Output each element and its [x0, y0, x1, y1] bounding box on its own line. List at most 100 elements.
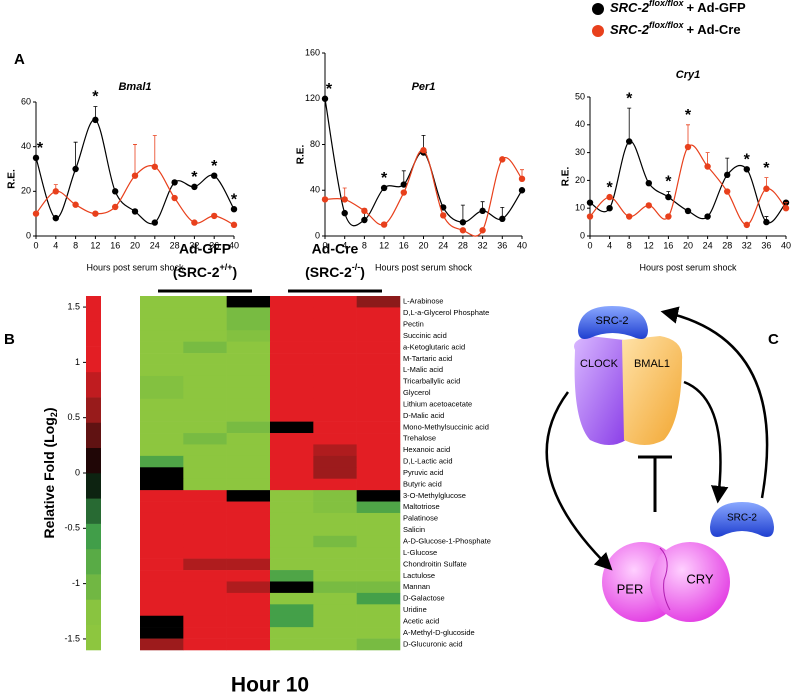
x-tick-label: 36: [497, 240, 507, 250]
label: BMAL1: [634, 358, 670, 370]
data-point: [112, 188, 119, 195]
heatmap-cell: [356, 581, 401, 594]
heatmap-cell: [313, 478, 357, 491]
heatmap-cell: [270, 421, 314, 434]
heatmap-cell: [270, 455, 314, 468]
x-tick-label: 16: [110, 240, 120, 250]
data-point: [52, 214, 59, 222]
heatmap-cell: [140, 581, 184, 594]
heatmap-cell: [356, 375, 401, 388]
x-tick-label: 24: [150, 240, 160, 250]
data-point: [151, 163, 158, 170]
row-label: L-Arabinose: [403, 297, 443, 306]
significance-star: *: [231, 191, 238, 208]
panel-label: B: [4, 331, 15, 348]
prefix: (SRC-2: [305, 264, 352, 280]
colorbar-step: [86, 473, 101, 499]
heatmap-cell: [140, 467, 184, 480]
x-tick-label: 36: [209, 240, 219, 250]
heatmap-cell: [356, 592, 401, 605]
heatmap-cell: [226, 330, 271, 342]
data-point: [743, 166, 750, 173]
group-genotype: (SRC-2+/+): [173, 262, 237, 279]
colorbar-step: [86, 523, 101, 550]
row-label: a-Ketoglutaric acid: [403, 342, 465, 351]
data-point: [52, 188, 59, 195]
heatmap-cell: [226, 547, 271, 559]
data-point: [191, 183, 198, 191]
heatmap-cell: [356, 444, 401, 457]
heatmap-cell: [140, 375, 184, 388]
data-point: [361, 207, 368, 215]
heatmap-cell: [226, 581, 271, 594]
heatmap-cell: [226, 604, 271, 617]
heatmap-cell: [270, 581, 314, 594]
data-point: [518, 175, 526, 183]
row-label: Pectin: [403, 320, 424, 329]
data-point: [724, 171, 731, 179]
label: SRC-2: [727, 513, 757, 524]
heatmap-cell: [356, 353, 401, 365]
heatmap-cell: [226, 341, 271, 354]
heatmap-cell: [313, 524, 357, 537]
y-tick-label: 40: [575, 119, 585, 129]
row-label: Lithium acetoacetate: [403, 399, 472, 408]
row-label: L-Malic acid: [403, 365, 443, 374]
data-point: [763, 185, 770, 192]
data-point: [92, 116, 99, 124]
diagram: SRC-2 CLOCK BMAL1 PER CRY SRC-2: [545, 306, 774, 622]
heatmap-cell: [183, 375, 227, 388]
heatmap-cell: [313, 296, 357, 308]
heatmap-cell: [140, 501, 184, 514]
heatmap-cell: [226, 387, 271, 400]
heatmap-cell: [226, 478, 271, 491]
data-point: [131, 172, 139, 179]
error-bar: [686, 124, 690, 148]
heatmap-cell: [183, 558, 227, 571]
significance-star: *: [326, 81, 333, 98]
heatmap-cell: [313, 307, 357, 320]
label: SRC-2: [595, 315, 628, 327]
row-label: A-D-Glucose-1-Phosphate: [403, 537, 491, 546]
data-point: [131, 208, 139, 215]
data-point: [606, 193, 613, 201]
arrow: [545, 391, 613, 571]
x-tick-label: 20: [683, 240, 693, 250]
heatmap-cell: [313, 627, 357, 639]
legend-marker: [592, 3, 604, 15]
x-tick-label: 0: [587, 240, 592, 250]
heatmap-cell: [313, 364, 357, 377]
heatmap-cell: [183, 353, 227, 365]
rest: + Ad-GFP: [687, 0, 746, 15]
heatmap-cell: [270, 501, 314, 514]
heatmap-cell: [270, 375, 314, 388]
suffix: ): [360, 264, 365, 280]
heatmap-cell: [226, 296, 271, 308]
heatmap-cell: [140, 387, 184, 400]
legend-label: SRC-2flox/flox + Ad-GFP: [610, 0, 746, 15]
row-label: D,L-a-Glycerol Phosphate: [403, 308, 489, 317]
heatmap-cell: [356, 387, 401, 400]
colorbar-tick-label: 1: [75, 357, 80, 367]
heatmap-cell: [313, 535, 357, 548]
heatmap-cell: [183, 433, 227, 445]
heatmap-cell: [270, 307, 314, 320]
row-label: Tricarballylic acid: [403, 377, 460, 386]
heatmap-cell: [270, 558, 314, 571]
heatmap-cell: [313, 398, 357, 411]
y-tick-label: 40: [21, 141, 31, 151]
heatmap-cell: [140, 592, 184, 605]
x-tick-label: 32: [742, 240, 752, 250]
y-tick-label: 20: [21, 186, 31, 196]
data-point: [112, 203, 119, 211]
x-tick-label: 20: [418, 240, 428, 250]
heatmap-cell: [226, 501, 271, 514]
panel-label: C: [768, 331, 779, 348]
data-point: [665, 213, 672, 220]
error-bar: [627, 107, 632, 142]
text: Relative Fold (Log: [41, 417, 57, 538]
y-axis-label: R.E.: [296, 145, 307, 165]
row-label: D-Glucuronic acid: [403, 639, 463, 648]
colorbar-step: [86, 498, 101, 524]
